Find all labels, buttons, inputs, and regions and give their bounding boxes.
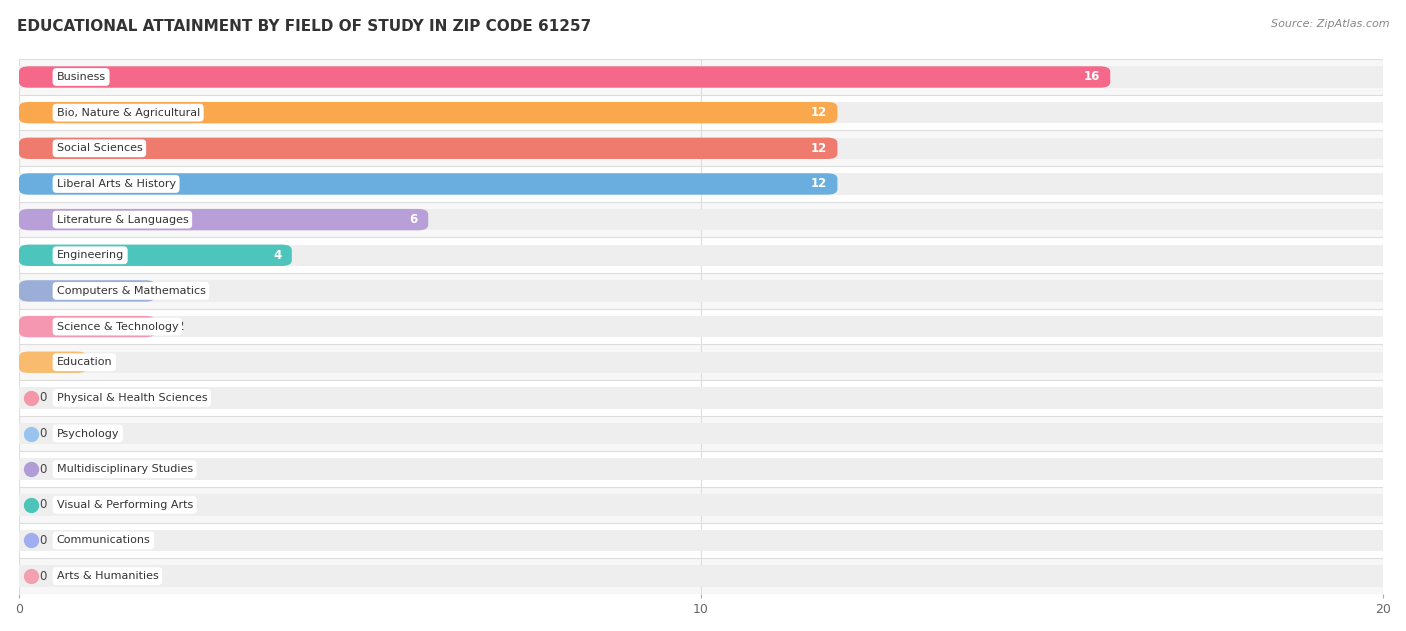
Bar <box>20 245 1384 266</box>
Text: 0: 0 <box>39 427 46 440</box>
FancyBboxPatch shape <box>20 209 429 230</box>
Text: Business: Business <box>56 72 105 82</box>
FancyBboxPatch shape <box>20 174 838 194</box>
Bar <box>20 309 1384 345</box>
Bar <box>20 351 1384 373</box>
Text: 0: 0 <box>39 463 46 476</box>
Bar <box>20 459 1384 480</box>
Bar <box>20 345 1384 380</box>
Text: 16: 16 <box>1084 71 1099 83</box>
Text: 12: 12 <box>811 177 827 191</box>
FancyBboxPatch shape <box>20 351 87 373</box>
Bar <box>20 487 1384 522</box>
Bar <box>20 66 1384 88</box>
Text: Engineering: Engineering <box>56 251 124 260</box>
Bar <box>20 494 1384 516</box>
FancyBboxPatch shape <box>20 102 838 123</box>
Bar <box>20 387 1384 409</box>
Bar <box>20 202 1384 237</box>
Bar <box>20 273 1384 309</box>
Text: Education: Education <box>56 357 112 367</box>
Text: Literature & Languages: Literature & Languages <box>56 215 188 225</box>
Text: Arts & Humanities: Arts & Humanities <box>56 571 159 581</box>
Text: 0: 0 <box>39 391 46 404</box>
Bar <box>20 316 1384 337</box>
Text: 1: 1 <box>108 356 115 369</box>
Bar <box>20 416 1384 451</box>
Text: Multidisciplinary Studies: Multidisciplinary Studies <box>56 464 193 474</box>
Text: Science & Technology: Science & Technology <box>56 322 179 331</box>
Text: 6: 6 <box>409 213 418 226</box>
Bar <box>20 423 1384 444</box>
FancyBboxPatch shape <box>20 66 1111 88</box>
Bar <box>20 280 1384 302</box>
Text: 0: 0 <box>39 498 46 511</box>
Text: 12: 12 <box>811 142 827 155</box>
Bar <box>20 174 1384 194</box>
Text: 0: 0 <box>39 570 46 582</box>
Text: Computers & Mathematics: Computers & Mathematics <box>56 286 205 296</box>
Text: Bio, Nature & Agricultural: Bio, Nature & Agricultural <box>56 108 200 117</box>
Bar <box>20 237 1384 273</box>
Bar <box>20 131 1384 166</box>
Text: Liberal Arts & History: Liberal Arts & History <box>56 179 176 189</box>
Bar <box>20 565 1384 587</box>
FancyBboxPatch shape <box>20 245 292 266</box>
Bar <box>20 209 1384 230</box>
Bar <box>20 558 1384 594</box>
FancyBboxPatch shape <box>20 316 156 337</box>
Text: Physical & Health Sciences: Physical & Health Sciences <box>56 393 207 403</box>
Bar <box>20 530 1384 551</box>
Text: 2: 2 <box>176 320 183 333</box>
Text: EDUCATIONAL ATTAINMENT BY FIELD OF STUDY IN ZIP CODE 61257: EDUCATIONAL ATTAINMENT BY FIELD OF STUDY… <box>17 19 591 34</box>
Bar <box>20 522 1384 558</box>
Text: Communications: Communications <box>56 536 150 545</box>
Bar <box>20 59 1384 95</box>
Text: 2: 2 <box>176 285 183 297</box>
Bar <box>20 102 1384 123</box>
Text: Visual & Performing Arts: Visual & Performing Arts <box>56 500 193 510</box>
Bar <box>20 166 1384 202</box>
Text: Social Sciences: Social Sciences <box>56 143 142 153</box>
FancyBboxPatch shape <box>20 138 838 159</box>
Text: Source: ZipAtlas.com: Source: ZipAtlas.com <box>1271 19 1389 29</box>
Text: 4: 4 <box>273 249 281 262</box>
Text: 0: 0 <box>39 534 46 547</box>
Bar <box>20 380 1384 416</box>
FancyBboxPatch shape <box>20 280 156 302</box>
Bar <box>20 451 1384 487</box>
Bar <box>20 95 1384 131</box>
Bar <box>20 138 1384 159</box>
Text: 12: 12 <box>811 106 827 119</box>
Text: Psychology: Psychology <box>56 428 120 439</box>
